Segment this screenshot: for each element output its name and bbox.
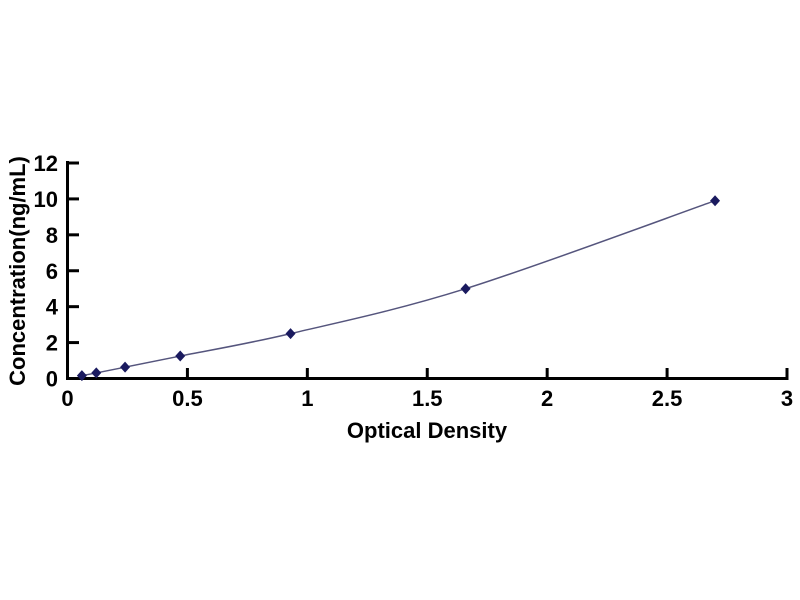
y-tick-label: 4	[46, 295, 59, 320]
y-tick-label: 0	[46, 367, 58, 392]
axes: 0 0.5 1 1.5 2 2.5 3 0 2 4 6 8 10 12	[34, 151, 794, 411]
data-point-marker	[120, 361, 131, 373]
y-tick-label: 6	[46, 259, 58, 284]
x-tick-label: 0	[61, 386, 73, 411]
x-tick-label: 0.5	[172, 386, 203, 411]
y-axis-title: Concentration(ng/mL)	[5, 156, 30, 386]
x-axis-title: Optical Density	[347, 418, 508, 443]
series	[76, 195, 721, 382]
data-point-marker	[460, 283, 471, 295]
y-tick-label: 2	[46, 331, 58, 356]
x-tick-label: 3	[781, 386, 793, 411]
data-point-marker	[91, 367, 102, 379]
x-tick-label: 1.5	[412, 386, 443, 411]
x-tick-label: 2.5	[652, 386, 683, 411]
axis-spines	[66, 161, 789, 380]
data-point-marker	[285, 328, 296, 340]
y-tick-label: 12	[34, 151, 58, 176]
x-tick-label: 1	[301, 386, 313, 411]
data-point-marker	[710, 195, 721, 207]
y-tick-label: 10	[34, 187, 58, 212]
y-tick-label: 8	[46, 223, 58, 248]
data-point-marker	[175, 350, 186, 362]
curve-line	[81, 200, 716, 377]
data-point-marker	[76, 370, 87, 382]
x-tick-label: 2	[541, 386, 553, 411]
